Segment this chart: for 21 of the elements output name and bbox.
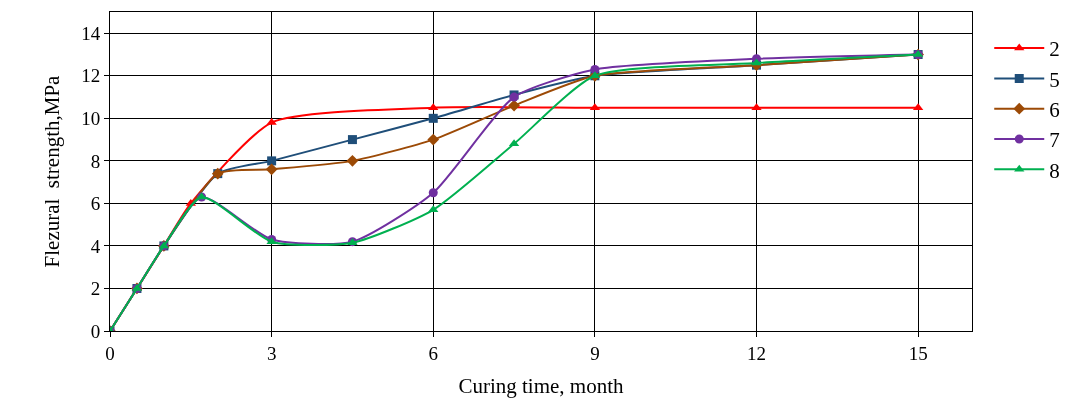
y-tick-label: 4: [90, 235, 101, 257]
x-axis-title: Curing time, month: [458, 374, 625, 398]
x-tick-label: 3: [266, 342, 277, 364]
y-tick-label: 8: [90, 150, 101, 172]
y-tick-label: 6: [90, 193, 101, 215]
x-tick-label: 0: [105, 342, 115, 364]
legend-label: 2: [1049, 37, 1060, 62]
y-axis-title: Flezural strength,MPa: [40, 74, 65, 268]
y-tick-label: 14: [81, 22, 101, 44]
legend-label: 7: [1049, 128, 1060, 153]
y-tick-label: 0: [90, 320, 101, 342]
x-tick-label: 15: [908, 342, 928, 364]
y-tick-label: 12: [81, 65, 101, 87]
legend-label: 8: [1049, 158, 1060, 183]
y-tick-label: 2: [90, 278, 101, 300]
x-tick-label: 6: [428, 342, 438, 364]
legend-label: 5: [1049, 67, 1060, 92]
legend-label: 6: [1049, 97, 1060, 122]
y-tick-label: 10: [81, 107, 101, 129]
x-tick-label: 12: [747, 342, 766, 364]
x-tick-label: 9: [590, 342, 600, 364]
